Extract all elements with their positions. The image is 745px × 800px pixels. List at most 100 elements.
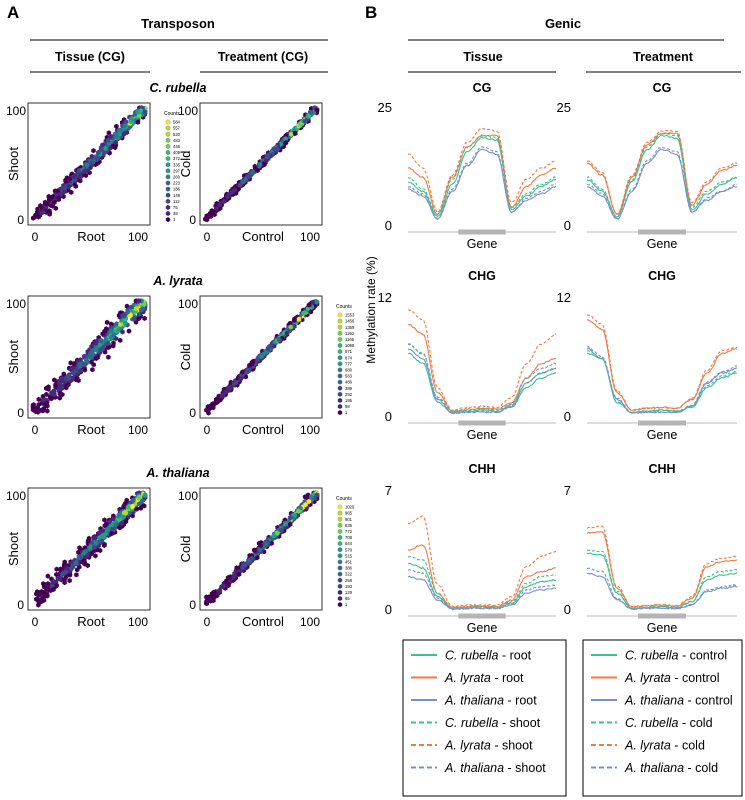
counts-label: 297	[173, 168, 181, 173]
hexbin-cell	[309, 494, 314, 500]
hexbin-cell	[67, 578, 72, 584]
legend-suffix: - cold	[679, 716, 713, 730]
y-tick-label: 0	[17, 213, 24, 227]
hexbin-cell	[50, 390, 56, 396]
hexbin-cell	[204, 217, 210, 223]
hexbin-cell	[67, 176, 72, 182]
legend-suffix: - control	[679, 649, 728, 663]
hexbin-cell	[102, 541, 107, 547]
y-tick-label: 0	[17, 406, 24, 420]
y-tick-label: 100	[6, 104, 26, 118]
y-tick-label: 100	[178, 489, 198, 503]
counts-label: 772	[345, 529, 353, 534]
hexbin-cell	[93, 347, 99, 353]
y-axis-label: Shoot	[6, 340, 21, 374]
y-axis-label: Shoot	[6, 147, 21, 181]
hexbin-cell	[297, 122, 303, 129]
counts-label: 446	[173, 144, 181, 149]
hexbin-cell	[111, 526, 117, 533]
counts-label: 98	[345, 404, 350, 409]
hexbin-cell	[284, 330, 290, 336]
hexbin-cell	[97, 534, 103, 540]
counts-label: 372	[173, 156, 181, 161]
y-tick-label: 25	[557, 100, 571, 115]
hexbin-cell	[41, 397, 46, 403]
hexbin-cell	[136, 298, 142, 304]
hexbin-cell	[121, 514, 126, 520]
hexbin-cell	[45, 408, 50, 414]
series-line	[586, 148, 738, 220]
legend-label: A. thaliana - cold	[624, 761, 718, 775]
hexbin-cell	[205, 404, 211, 410]
hexbin-cell	[117, 131, 123, 137]
counts-label: 874	[345, 355, 353, 360]
context-title: CHH	[468, 462, 495, 476]
y-tick-label: 100	[178, 104, 198, 118]
hexbin-cell	[67, 572, 73, 578]
y-tick-label: 0	[385, 602, 392, 617]
counts-label: 777	[345, 361, 353, 366]
series-line	[586, 531, 738, 608]
counts-swatch	[337, 373, 343, 379]
hexbin-cell	[244, 369, 249, 375]
hexbin-cell	[51, 586, 56, 592]
hexbin-cell	[114, 521, 119, 527]
counts-swatch	[165, 174, 171, 180]
gene-label: Gene	[467, 428, 498, 442]
hexbin-cell	[35, 213, 40, 219]
scatter-a-thaliana-treatment: 0 100 0 100 Control Cold Counts 102996590183677…	[178, 487, 355, 629]
hexbin-cell	[306, 113, 311, 119]
counts-swatch	[337, 571, 343, 577]
hexbin-cell	[288, 514, 293, 521]
hexbin-cell	[274, 530, 280, 536]
hexbin-cell	[77, 545, 82, 551]
counts-swatch	[337, 385, 343, 391]
species-title-a-lyrata: A. lyrata	[152, 274, 202, 288]
legend-suffix: - cold	[684, 761, 718, 775]
hexbin-cell	[40, 597, 46, 603]
x-axis-label: Root	[77, 422, 105, 437]
counts-swatch	[337, 397, 343, 403]
hexbin-cell	[113, 140, 118, 146]
hexbin-cell	[53, 382, 58, 388]
counts-swatch	[337, 342, 343, 349]
counts-swatch	[337, 403, 343, 410]
hexbin-cell	[74, 567, 80, 573]
counts-label: 836	[345, 523, 353, 528]
y-axis-label: Shoot	[6, 532, 21, 566]
counts-swatch	[337, 565, 343, 571]
counts-legend-title: Counts	[336, 496, 352, 502]
gene-label: Gene	[647, 428, 678, 442]
hexbin-cell	[93, 340, 99, 346]
hexbin-cell	[84, 358, 90, 364]
x-tick-label: 100	[128, 230, 148, 244]
panel-a-heading: Transposon	[141, 16, 215, 31]
hexbin-cell	[288, 131, 294, 137]
hexbin-cell	[68, 360, 73, 366]
counts-label: 680	[345, 368, 353, 373]
legend-tissue-box	[402, 639, 567, 797]
counts-label: 292	[345, 392, 353, 397]
gene-label: Gene	[467, 237, 498, 251]
panel-b-y-axis-label: Methylation rate (%)	[364, 256, 378, 363]
hexbin-cell	[306, 498, 312, 505]
gene-body-bar	[458, 613, 506, 619]
hexbin-cell	[136, 495, 141, 501]
hexbin-cell	[78, 361, 83, 367]
legend-species: C. rubella	[445, 649, 499, 663]
counts-swatch	[337, 318, 343, 324]
hexbin-cell	[41, 584, 47, 590]
hexbin-cell	[85, 562, 90, 569]
hexbin-cell	[210, 403, 215, 409]
counts-label: 112	[173, 199, 180, 204]
hexbin-cell	[256, 540, 262, 546]
legend-label: A. lyrata - control	[624, 671, 720, 685]
hexbin-cells	[30, 298, 148, 415]
hexbin-cell	[126, 328, 132, 334]
legend-suffix: - control	[671, 671, 720, 685]
counts-swatch	[337, 504, 343, 510]
hexbin-cell	[115, 135, 121, 141]
hexbin-cell	[91, 148, 96, 154]
species-title-c-rubella: C. rubella	[150, 81, 207, 95]
